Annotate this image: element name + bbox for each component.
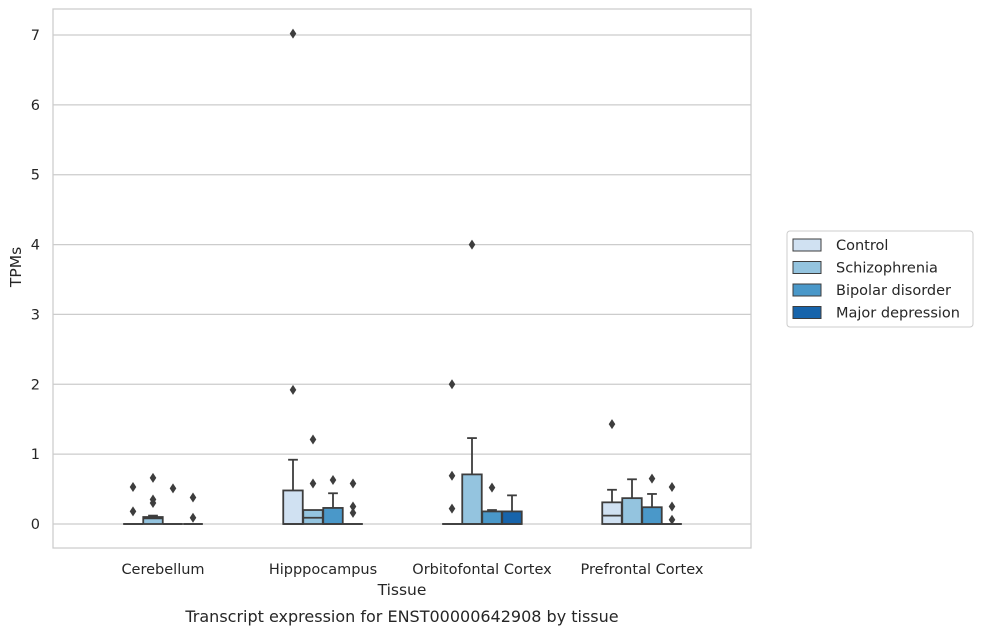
- box-body: [501, 510, 523, 525]
- outlier-point: [149, 498, 157, 509]
- outlier-point: [349, 507, 357, 518]
- box-body: [481, 510, 503, 525]
- legend-swatch: [792, 306, 822, 319]
- outlier-point: [488, 482, 496, 493]
- y-tick-labels: 0 1 2 3 4 5 6 7: [31, 28, 40, 533]
- outlier-point: [349, 501, 357, 512]
- legend-swatch: [792, 238, 822, 252]
- outlier-point: [448, 379, 456, 390]
- x-tick-label: Orbitofontal Cortex: [412, 562, 552, 578]
- y-axis-label: TPMs: [7, 247, 25, 288]
- legend-label: Major depression: [836, 306, 960, 322]
- legend-label: Schizophrenia: [836, 261, 938, 277]
- x-tick-labels: Cerebellum Hipppocampus Orbitofontal Corte…: [121, 562, 703, 578]
- outlier-point: [309, 434, 317, 445]
- x-tick-label: Cerebellum: [121, 562, 204, 578]
- outlier-point: [448, 503, 456, 514]
- box-body: [601, 501, 623, 525]
- y-tick-label: 0: [31, 517, 40, 533]
- y-tick-label: 5: [31, 168, 40, 184]
- legend-frame: [786, 230, 974, 328]
- outlier-point: [349, 478, 357, 489]
- boxes: [123, 437, 682, 525]
- legend-label: Control: [836, 238, 888, 254]
- outlier-point: [149, 472, 157, 483]
- outlier-point: [668, 481, 676, 492]
- y-tick-label: 4: [31, 238, 40, 254]
- legend-swatch: [792, 261, 822, 274]
- outlier-points: [129, 28, 676, 525]
- x-tick-label: Hipppocampus: [269, 562, 377, 578]
- legend-swatch: [792, 283, 822, 297]
- outlier-point: [129, 506, 137, 517]
- box-body: [621, 497, 643, 525]
- outlier-point: [289, 384, 297, 395]
- gridlines: [53, 34, 751, 525]
- chart-caption: Transcript expression for ENST0000064290…: [184, 607, 618, 626]
- outlier-point: [668, 501, 676, 512]
- legend-label: Bipolar disorder: [836, 283, 951, 299]
- outlier-point: [448, 470, 456, 481]
- outlier-point: [329, 474, 337, 485]
- outlier-point: [668, 514, 676, 525]
- box-schizophrenia: [302, 509, 324, 525]
- box-body: [461, 473, 483, 525]
- box-bipolar-disorder: [322, 492, 344, 525]
- outlier-point: [289, 28, 297, 39]
- x-axis-label: Tissue: [377, 581, 427, 599]
- y-tick-label: 2: [31, 377, 40, 393]
- box-body: [282, 489, 304, 525]
- outlier-point: [608, 419, 616, 430]
- box-body: [142, 516, 164, 525]
- box-major-depression: [501, 494, 523, 525]
- box-bipolar-disorder: [641, 493, 663, 525]
- outlier-point: [309, 478, 317, 489]
- box-schizophrenia: [621, 478, 643, 525]
- outlier-point: [169, 483, 177, 494]
- box-body: [641, 506, 663, 525]
- legend: Control Schizophrenia Bipolar disorder Majo…: [786, 230, 974, 328]
- box-schizophrenia: [142, 514, 164, 525]
- outlier-point: [129, 481, 137, 492]
- box-schizophrenia: [461, 437, 483, 525]
- plot-area: [52, 8, 752, 549]
- y-tick-label: 7: [31, 28, 40, 44]
- outlier-point: [468, 239, 476, 250]
- y-tick-label: 3: [31, 307, 40, 323]
- outlier-point: [189, 492, 197, 503]
- x-tick-label: Prefrontal Cortex: [581, 562, 704, 578]
- outlier-point: [189, 512, 197, 523]
- box-control: [601, 488, 623, 525]
- box-bipolar-disorder: [481, 509, 503, 525]
- box-body: [322, 507, 344, 525]
- box-control: [282, 458, 304, 525]
- outlier-point: [648, 473, 656, 484]
- y-tick-label: 1: [31, 447, 40, 463]
- y-tick-label: 6: [31, 98, 40, 114]
